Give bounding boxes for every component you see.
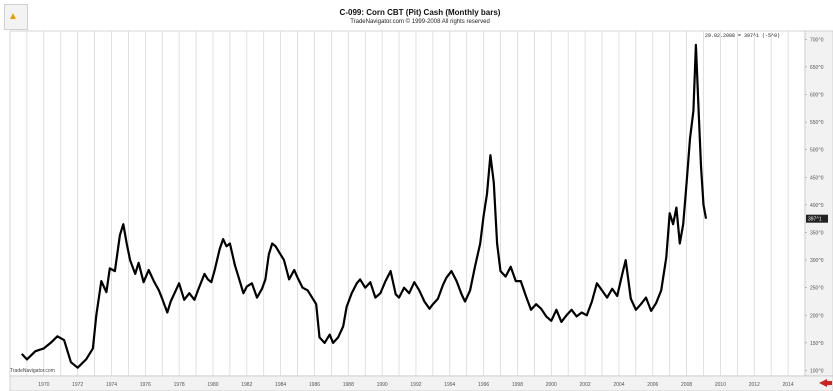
y-tick-label: 250^0 — [810, 286, 824, 292]
y-tick-label: 450^0 — [810, 175, 824, 181]
watermark: TradeNavigator.com — [10, 368, 55, 374]
x-tick-label: 1976 — [140, 382, 151, 388]
plot-area — [9, 30, 806, 377]
last-price-note: 29.02.2008 = 397^1 (-5^0) — [705, 33, 781, 39]
series-line — [20, 43, 708, 369]
scroll-right-arrow-icon[interactable] — [819, 379, 832, 387]
current-price-marker: 397^1 — [806, 214, 828, 223]
x-tick-label: 1990 — [377, 382, 388, 388]
x-tick-label: 1994 — [444, 382, 455, 388]
x-tick-label: 1978 — [174, 382, 185, 388]
y-axis-ticks: 100^0 150^0 200^0 250^0 300^0 350^0 400^0 450^0… — [805, 37, 824, 374]
series-layer — [20, 43, 708, 369]
y-tick-label: 200^0 — [810, 313, 824, 319]
x-tick-label: 2010 — [715, 382, 726, 388]
x-axis-ticks: 1970 1972 1974 1976 1978 1980 1982 1984 1986 1988… — [38, 382, 794, 388]
x-tick-label: 1982 — [241, 382, 252, 388]
y-axis-panel — [804, 30, 833, 377]
x-tick-label: 2008 — [681, 382, 692, 388]
y-tick-label: 650^0 — [810, 65, 824, 71]
x-axis-panel — [9, 375, 833, 391]
logo-arrow-icon: ▲ — [8, 11, 18, 22]
chart-subtitle: TradeNavigator.com © 1999-2008 All right… — [350, 19, 490, 25]
x-tick-label: 1998 — [512, 382, 523, 388]
y-tick-label: 100^0 — [810, 368, 824, 374]
x-tick-label: 2002 — [580, 382, 591, 388]
y-tick-label: 300^0 — [810, 258, 824, 264]
y-tick-label: 150^0 — [810, 341, 824, 347]
x-tick-label: 1992 — [410, 382, 421, 388]
y-tick-label: 400^0 — [810, 203, 824, 209]
x-tick-label: 2012 — [749, 382, 760, 388]
y-tick-label: 550^0 — [810, 120, 824, 126]
y-tick-label: 700^0 — [810, 37, 824, 43]
x-tick-label: 2000 — [546, 382, 557, 388]
x-tick-label: 1980 — [207, 382, 218, 388]
x-tick-label: 1984 — [275, 382, 286, 388]
grid-lines — [26, 31, 789, 376]
x-tick-label: 1996 — [478, 382, 489, 388]
x-tick-label: 2004 — [613, 382, 624, 388]
current-price-label: 397^1 — [808, 217, 822, 223]
x-tick-label: 1986 — [309, 382, 320, 388]
current-price-tag — [806, 214, 828, 223]
x-tick-label: 2006 — [647, 382, 658, 388]
x-tick-label: 1988 — [343, 382, 354, 388]
y-tick-label: 600^0 — [810, 92, 824, 98]
x-tick-label: 1974 — [106, 382, 117, 388]
x-tick-label: 2014 — [783, 382, 794, 388]
x-tick-label: 1972 — [72, 382, 83, 388]
y-tick-label: 500^0 — [810, 148, 824, 154]
y-tick-label: 350^0 — [810, 230, 824, 236]
app-logo-icon[interactable]: ▲ — [4, 4, 28, 30]
chart-title: C-099: Corn CBT (Pit) Cash (Monthly bars… — [339, 8, 501, 17]
x-tick-label: 1970 — [38, 382, 49, 388]
